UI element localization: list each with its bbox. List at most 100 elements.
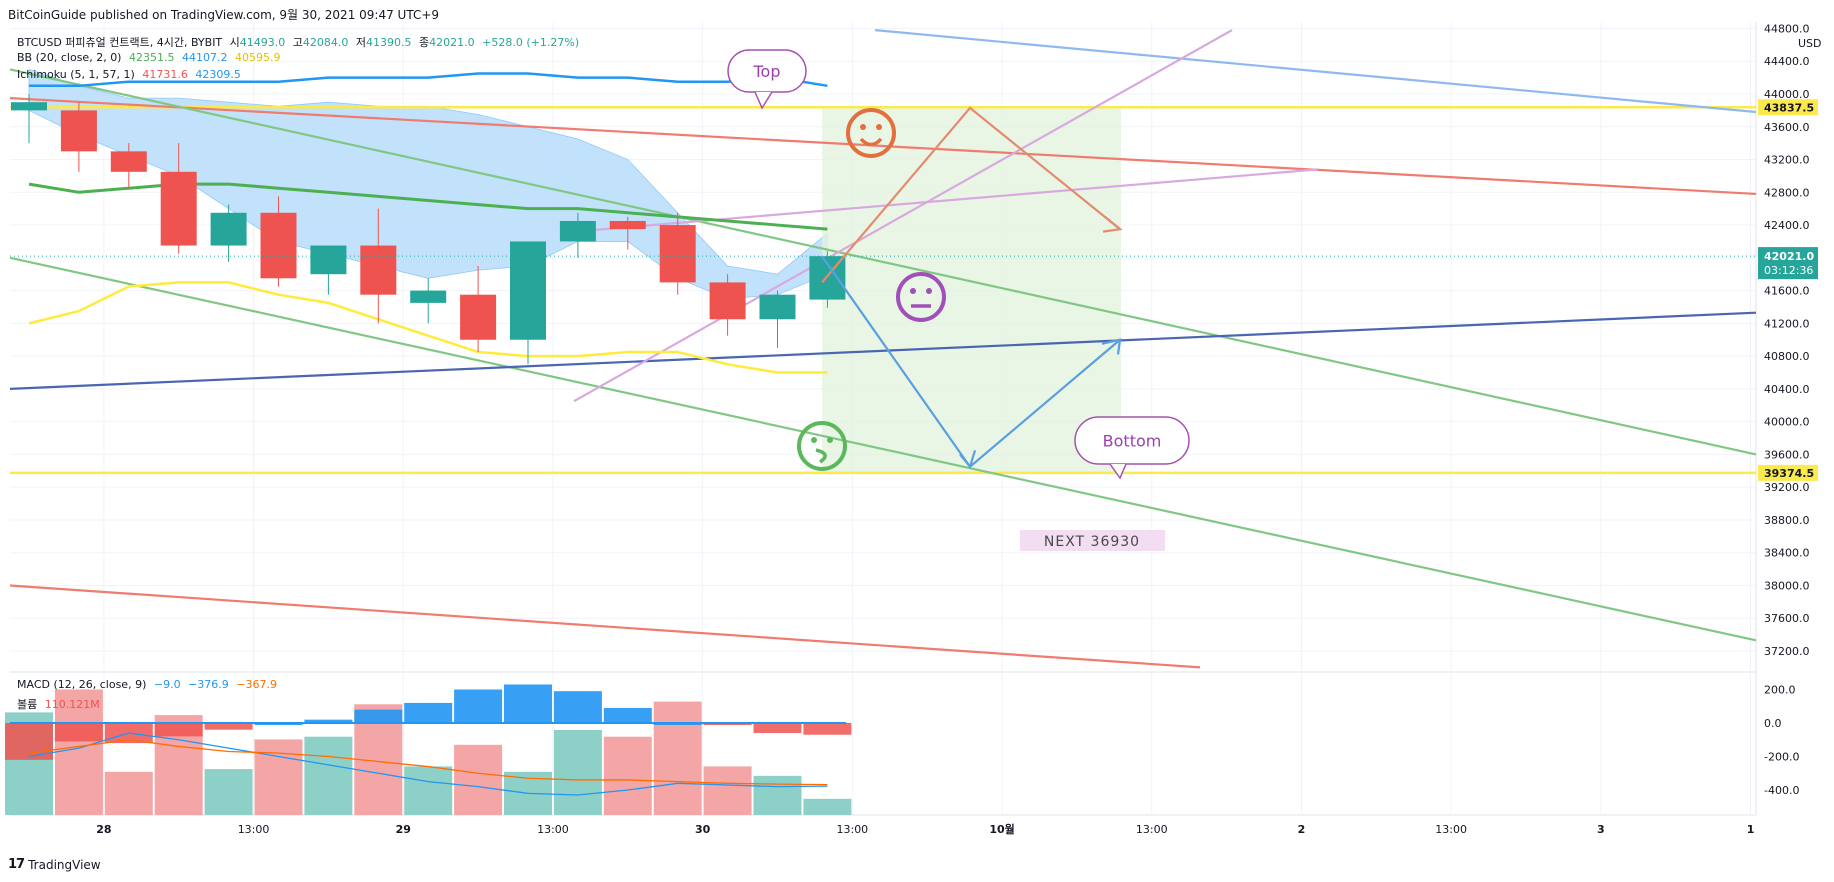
- time-tick-label: 29: [396, 823, 411, 836]
- violet-channel-lower[interactable]: [573, 29, 1233, 403]
- green-channel-upper[interactable]: [9, 68, 1757, 456]
- volume-bar: [254, 739, 303, 815]
- projection-arrow-up[interactable]: [821, 106, 1121, 284]
- green-channel-lower[interactable]: [9, 256, 1757, 642]
- candle-body[interactable]: [510, 241, 546, 340]
- time-tick-label: 13:00: [1435, 823, 1467, 836]
- current-price-tag-text: 42021.0: [1764, 250, 1814, 263]
- price-tick-label: 44400.0: [1764, 55, 1810, 68]
- symbol-legend: BTCUSD 퍼피츄얼 컨트랙트, 4시간, BYBIT 시41493.0 고4…: [17, 34, 583, 50]
- volume-label: 볼륨: [17, 698, 38, 711]
- price-tick-label: 39600.0: [1764, 448, 1810, 461]
- macd-tick-label: -200.0: [1764, 751, 1799, 764]
- footer-brand[interactable]: TradingView: [28, 857, 101, 872]
- macd-signal-value: −367.9: [236, 678, 278, 691]
- bottom-bubble[interactable]: [1074, 416, 1190, 465]
- macd-histogram-bar: [154, 723, 203, 737]
- candle-body[interactable]: [60, 110, 97, 152]
- target-zone-box: [822, 107, 1121, 473]
- candle-body[interactable]: [659, 225, 696, 283]
- top-bubble-tail: [754, 91, 773, 110]
- published-header: BitCoinGuide published on TradingView.co…: [8, 8, 440, 22]
- macd-histogram-bar: [204, 723, 253, 730]
- happy-face-icon-eye: [876, 124, 882, 130]
- bottom-bubble-tail: [1109, 463, 1127, 480]
- bb-legend[interactable]: BB (20, close, 2, 0) 42351.5 44107.2 405…: [17, 51, 284, 64]
- dizzy-face-icon-eye: [827, 437, 833, 443]
- happy-face-icon[interactable]: [846, 108, 896, 158]
- close-value: 42021.0: [429, 36, 475, 49]
- arrow-head-rebound: [1101, 338, 1122, 355]
- candle-body[interactable]: [609, 220, 646, 230]
- macd-legend[interactable]: MACD (12, 26, close, 9) −9.0 −376.9 −367…: [17, 678, 281, 691]
- candle-body[interactable]: [310, 245, 347, 275]
- violet-channel-upper[interactable]: [573, 168, 1319, 233]
- dizzy-face-icon-eye: [811, 437, 817, 443]
- neutral-face-icon[interactable]: [896, 272, 946, 322]
- level-price-tag[interactable]: [1758, 99, 1818, 116]
- price-tick-label: 37200.0: [1764, 645, 1810, 658]
- macd-line-value: −376.9: [188, 678, 229, 691]
- macd-histogram-bar: [304, 719, 353, 723]
- next-target-box[interactable]: [1020, 530, 1165, 551]
- candle-body[interactable]: [759, 294, 796, 320]
- macd-signal-line: [28, 739, 828, 786]
- macd-histogram-bar: [603, 707, 652, 723]
- volume-bar: [803, 798, 852, 815]
- neutral-face-icon-eye: [910, 288, 916, 294]
- next-target-label: NEXT 36930: [1044, 534, 1140, 550]
- blue-trendline[interactable]: [9, 311, 1757, 390]
- volume-legend[interactable]: 볼륨 110.121M: [17, 696, 104, 712]
- candle-body[interactable]: [410, 290, 447, 303]
- time-tick-label: 10월: [989, 822, 1014, 836]
- macd-histogram-bar: [404, 702, 453, 723]
- candle-body[interactable]: [210, 212, 247, 246]
- volume-value: 110.121M: [44, 698, 100, 711]
- candle-body[interactable]: [110, 151, 147, 172]
- red-channel-upper[interactable]: [9, 96, 1757, 196]
- lightblue-trendline[interactable]: [874, 29, 1757, 114]
- volume-bar: [653, 701, 702, 815]
- volume-bar: [104, 771, 153, 815]
- tradingview-logo-icon: 17: [8, 857, 25, 872]
- ichimoku-legend[interactable]: Ichimoku (5, 1, 57, 1) 41731.6 42309.5: [17, 68, 245, 81]
- candle-body[interactable]: [360, 245, 397, 295]
- happy-face-icon-eye: [860, 124, 866, 130]
- volume-bar: [54, 689, 103, 815]
- current-price-tag[interactable]: [1758, 247, 1818, 280]
- arrow-head-up: [1102, 216, 1123, 233]
- price-tick-label: 44800.0: [1764, 22, 1810, 35]
- time-tick-label: 1: [1747, 823, 1755, 836]
- level-price-tag[interactable]: [1758, 464, 1818, 481]
- macd-tick-label: 0.0: [1764, 717, 1782, 730]
- neutral-face-icon-eye: [926, 288, 932, 294]
- open-label: 시: [229, 36, 240, 49]
- macd-histogram-bar: [553, 691, 602, 723]
- level-price-tag-text: 39374.5: [1764, 467, 1814, 480]
- candle-body[interactable]: [460, 294, 497, 340]
- level-price-tag-text: 43837.5: [1764, 101, 1814, 114]
- macd-line: [28, 732, 828, 796]
- price-tick-label: 42800.0: [1764, 186, 1810, 199]
- high-value: 42084.0: [302, 36, 349, 49]
- candle-body[interactable]: [160, 171, 197, 246]
- dizzy-face-icon[interactable]: [797, 421, 847, 471]
- macd-histogram-bar: [54, 723, 103, 742]
- symbol-name[interactable]: BTCUSD 퍼피츄얼 컨트랙트, 4시간, BYBIT: [17, 36, 223, 49]
- time-tick-label: 13:00: [238, 823, 270, 836]
- candle-body[interactable]: [260, 212, 297, 279]
- red-channel-lower[interactable]: [9, 584, 1201, 669]
- price-tick-label: 44000.0: [1764, 88, 1810, 101]
- price-tick-label: 40400.0: [1764, 383, 1810, 396]
- price-tick-label: 37600.0: [1764, 612, 1810, 625]
- candle-body[interactable]: [709, 282, 746, 320]
- volume-bar: [204, 769, 253, 815]
- candle-body[interactable]: [559, 220, 596, 242]
- macd-histogram-bar: [753, 723, 802, 734]
- price-tick-label: 43200.0: [1764, 154, 1810, 167]
- candle-body[interactable]: [11, 102, 47, 111]
- macd-tick-label: -400.0: [1764, 784, 1799, 797]
- ichimoku-name: Ichimoku (5, 1, 57, 1): [17, 68, 135, 81]
